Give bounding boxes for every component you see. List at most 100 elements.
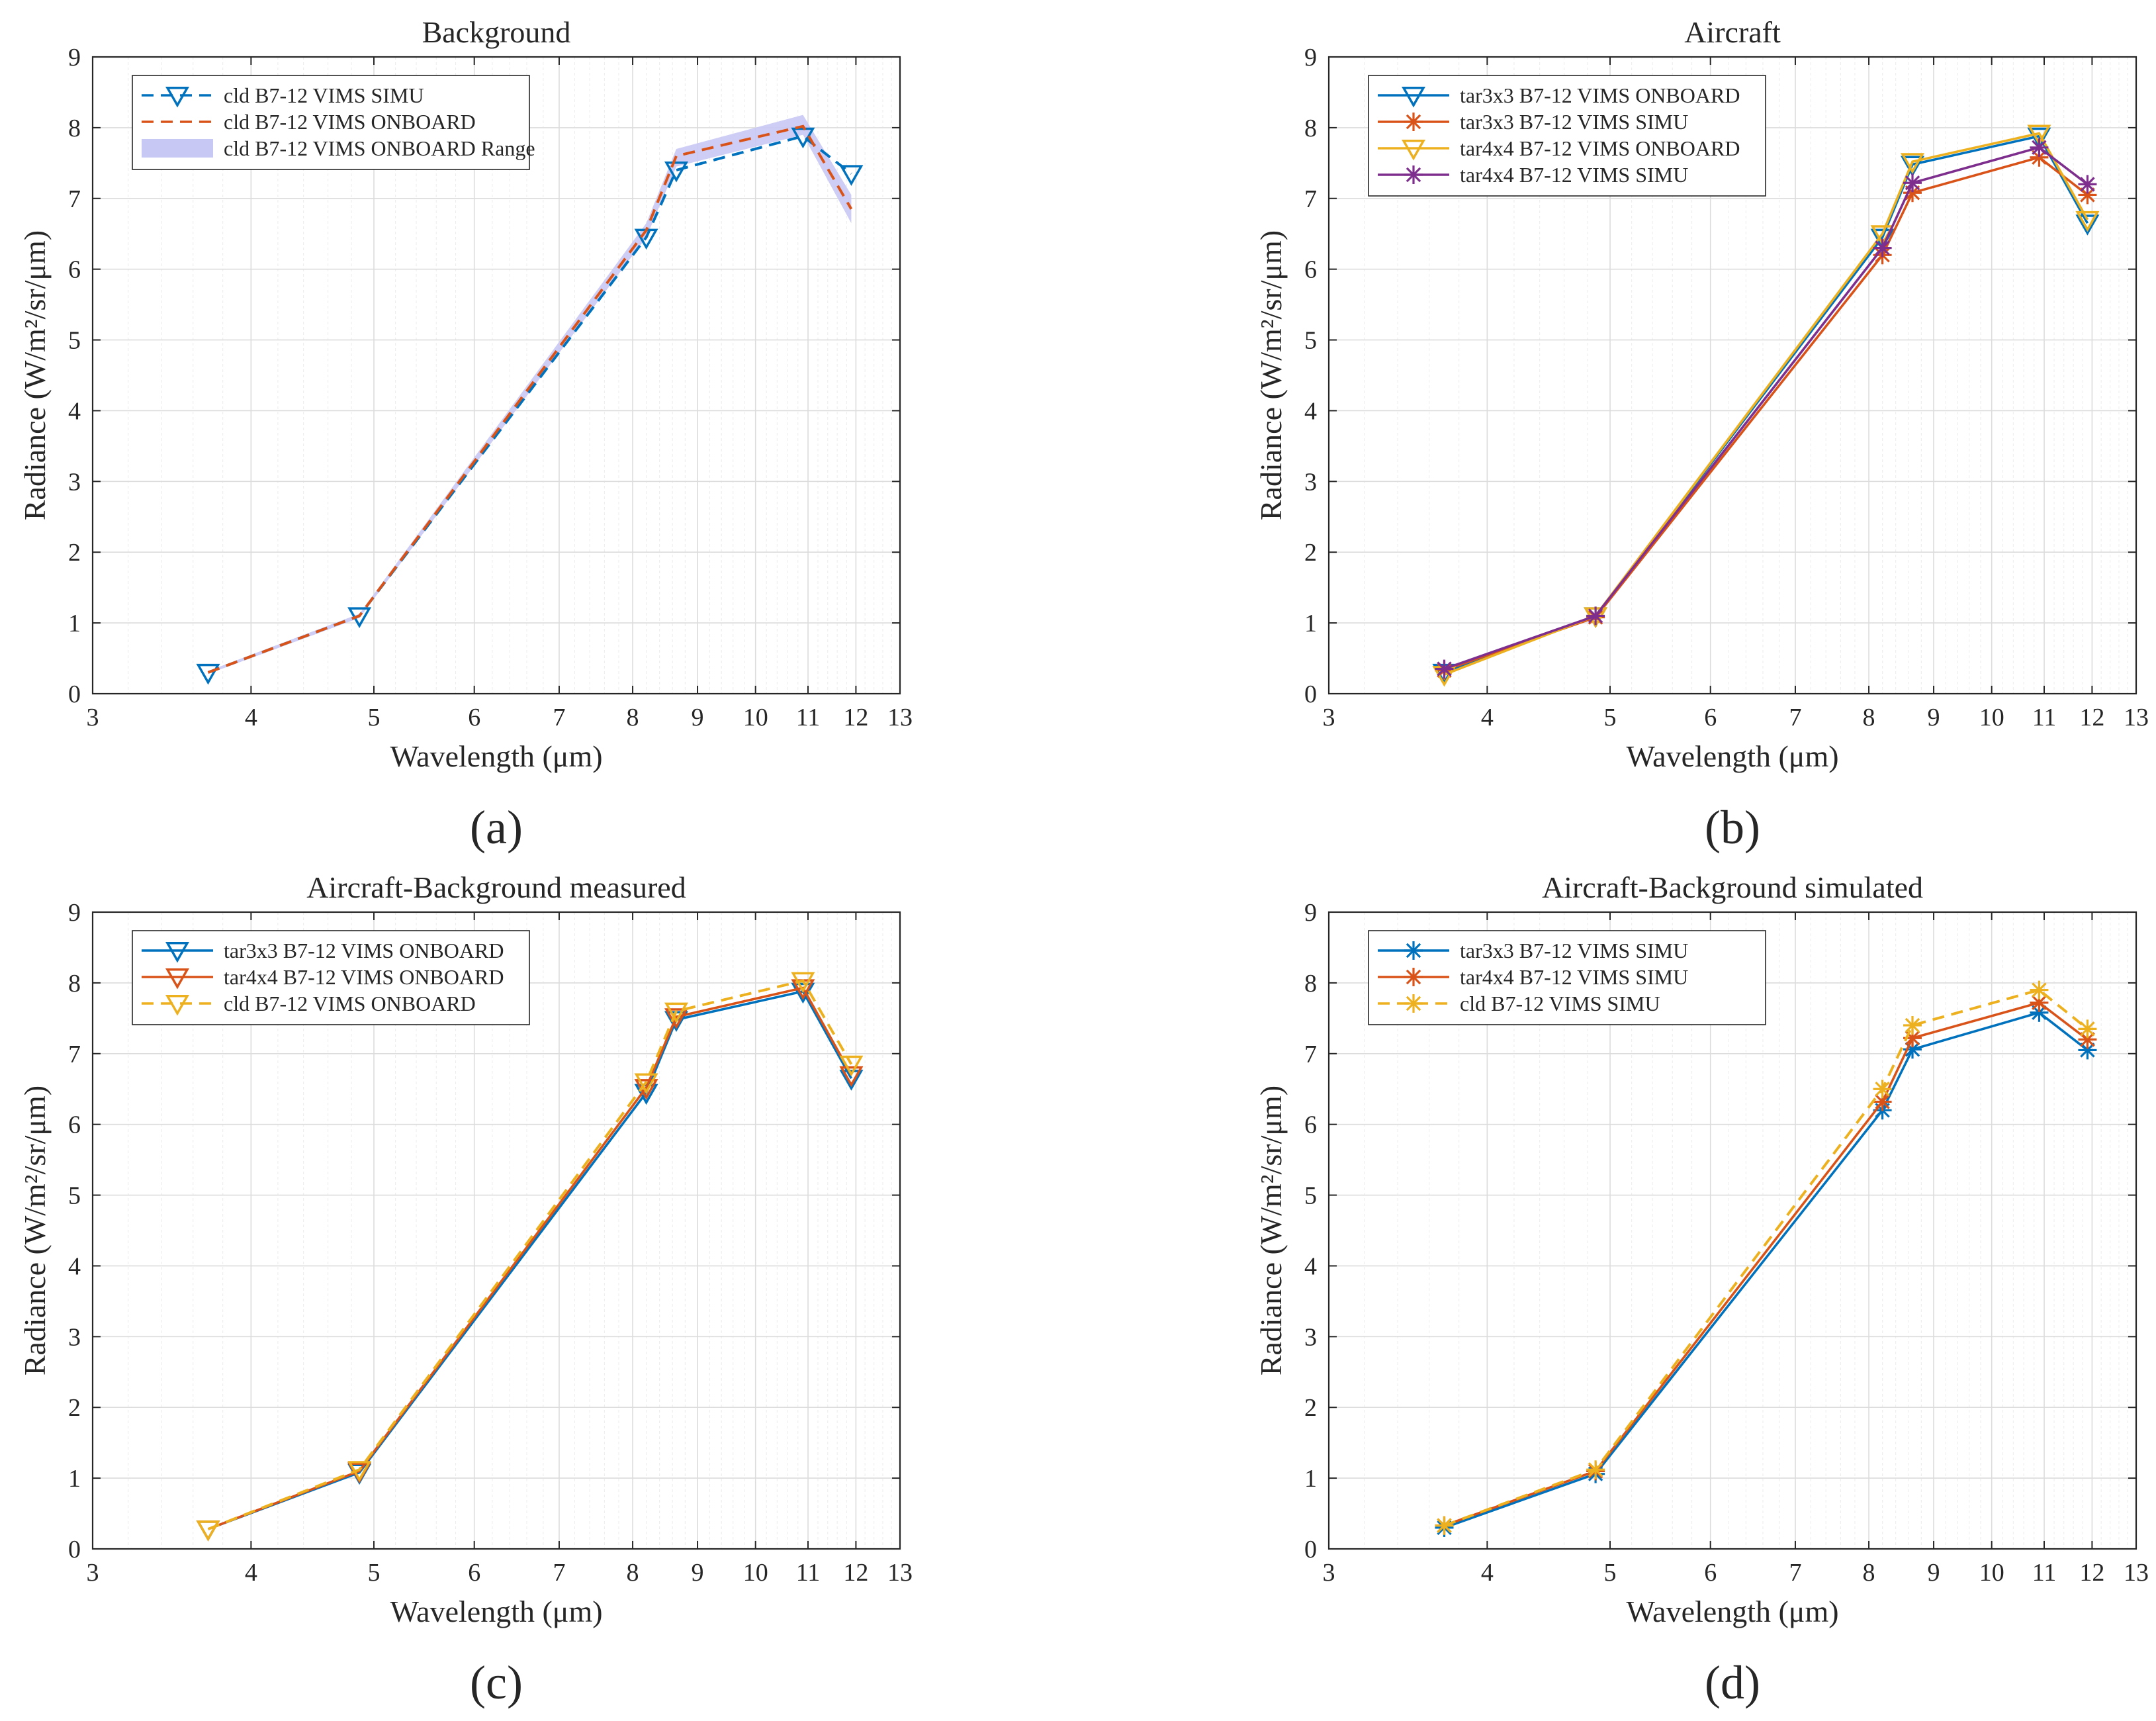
chart-title: Aircraft-Background measured: [306, 870, 686, 904]
series-line: [1443, 1011, 2089, 1529]
y-tick-label: 7: [1304, 185, 1317, 213]
legend-label: cld B7-12 VIMS ONBOARD: [224, 992, 476, 1015]
legend-marker: [1401, 87, 1426, 108]
series-line: [1443, 988, 2089, 1527]
y-tick-label: 9: [68, 899, 81, 927]
data-point: [1586, 1460, 1605, 1479]
data-point: [839, 1070, 864, 1091]
legend-entry: tar3x3 B7-12 VIMS ONBOARD: [1378, 83, 1740, 108]
legend-marker: [1404, 968, 1423, 986]
data-point: [664, 1008, 689, 1029]
legend-entry: tar4x4 B7-12 VIMS ONBOARD: [1378, 136, 1740, 161]
legend-marker: [1404, 165, 1423, 184]
x-tick-label: 13: [887, 1559, 913, 1587]
legend-label: tar4x4 B7-12 VIMS ONBOARD: [1460, 136, 1740, 160]
axes-box: [1327, 911, 2137, 1550]
y-tick-label: 0: [68, 1536, 81, 1563]
x-tick-label: 6: [468, 704, 480, 731]
y-tick-label: 7: [68, 185, 81, 213]
panel-label: (b): [1705, 801, 1760, 854]
x-tick-label: 3: [1323, 704, 1335, 731]
x-tick-label: 9: [692, 704, 704, 731]
legend-entry: cld B7-12 VIMS ONBOARD: [142, 110, 476, 134]
data-point: [839, 1066, 864, 1088]
legend-entry: tar3x3 B7-12 VIMS SIMU: [1378, 939, 1688, 962]
legend-swatch: [142, 139, 213, 158]
y-tick-label: 1: [68, 1465, 81, 1493]
data-layer: [196, 115, 864, 685]
data-point: [2030, 993, 2049, 1012]
y-tick-label: 3: [68, 1323, 81, 1351]
legend-marker: [1404, 113, 1423, 131]
y-tick-label: 9: [1304, 899, 1317, 927]
x-tick-label: 11: [796, 704, 821, 731]
y-axis-label: Radiance (W/m²/sr/μm): [18, 230, 52, 520]
y-tick-label: 5: [68, 1182, 81, 1210]
x-tick-label: 13: [2124, 704, 2149, 731]
data-point: [2078, 1019, 2097, 1039]
data-point: [2027, 127, 2051, 149]
legend-label: cld B7-12 VIMS ONBOARD Range: [224, 136, 535, 160]
data-point: [839, 165, 864, 186]
legend-marker: [165, 968, 190, 990]
axes-box: [91, 911, 901, 1550]
y-tick-label: 9: [68, 44, 81, 71]
y-tick-label: 1: [1304, 1465, 1317, 1493]
y-tick-label: 5: [1304, 1182, 1317, 1210]
data-point: [2030, 138, 2049, 157]
series-1: [207, 124, 853, 674]
y-tick-label: 4: [68, 1252, 81, 1280]
x-tick-label: 7: [1789, 1559, 1801, 1587]
data-point: [1435, 1516, 1454, 1535]
x-tick-label: 8: [627, 1559, 639, 1587]
series-line: [207, 979, 853, 1530]
legend-marker: [165, 995, 190, 1016]
chart-title: Aircraft-Background simulated: [1542, 870, 1923, 904]
x-tick-label: 4: [1481, 704, 1494, 731]
panel-a: 3 4 5 6 7 8 9 10 11 12 130123456789BackgroundWavel…: [18, 15, 913, 854]
y-tick-label: 3: [1304, 468, 1317, 496]
y-tick-label: 2: [1304, 539, 1317, 567]
x-tick-label: 10: [743, 704, 768, 731]
x-tick-label: 13: [887, 704, 913, 731]
x-tick-label: 12: [843, 704, 868, 731]
y-tick-label: 4: [1304, 1252, 1317, 1280]
x-tick-label: 12: [2079, 704, 2104, 731]
y-tick-label: 2: [1304, 1394, 1317, 1422]
y-axis-label: Radiance (W/m²/sr/μm): [1254, 230, 1288, 520]
x-tick-label: 6: [1704, 1559, 1717, 1587]
legend-entry: cld B7-12 VIMS ONBOARD: [142, 992, 476, 1016]
data-layer: [196, 972, 864, 1542]
y-tick-label: 4: [68, 397, 81, 425]
data-point: [2075, 214, 2100, 236]
legend-entry: tar4x4 B7-12 VIMS ONBOARD: [142, 965, 504, 990]
x-tick-label: 5: [368, 704, 381, 731]
panel-c: 3 4 5 6 7 8 9 10 11 12 130123456789Aircraft-Backgr…: [18, 870, 913, 1709]
x-tick-label: 7: [553, 704, 565, 731]
y-tick-label: 6: [68, 256, 81, 284]
series-line: [1443, 1001, 2089, 1527]
y-tick-label: 9: [1304, 44, 1317, 71]
y-axis-label: Radiance (W/m²/sr/μm): [18, 1086, 52, 1375]
y-tick-label: 6: [1304, 1111, 1317, 1139]
axes-box: [1327, 56, 2137, 695]
x-tick-label: 12: [843, 1559, 868, 1587]
x-tick-label: 12: [2079, 1559, 2104, 1587]
x-tick-label: 11: [796, 1559, 821, 1587]
data-point: [791, 982, 815, 1004]
y-tick-label: 6: [68, 1111, 81, 1139]
x-tick-label: 11: [2032, 1559, 2057, 1587]
legend-label: cld B7-12 VIMS ONBOARD: [224, 110, 476, 134]
data-point: [2075, 210, 2100, 232]
y-tick-label: 2: [68, 1394, 81, 1422]
x-tick-label: 9: [1928, 704, 1940, 731]
x-tick-label: 11: [2032, 704, 2057, 731]
y-tick-label: 3: [68, 468, 81, 496]
x-tick-label: 7: [553, 1559, 565, 1587]
series-3: [1435, 138, 2097, 678]
y-tick-label: 4: [1304, 397, 1317, 425]
legend-label: tar3x3 B7-12 VIMS SIMU: [1460, 110, 1688, 134]
data-point: [634, 1073, 658, 1095]
